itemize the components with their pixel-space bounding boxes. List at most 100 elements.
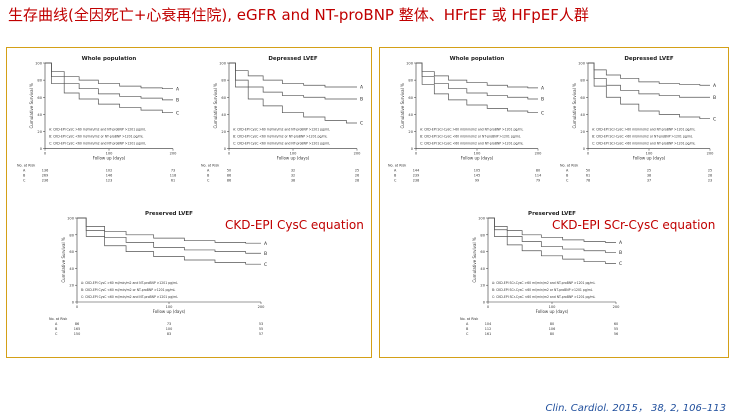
- scr-depressed-legend-entry: A: CKD-EPI SCr-CysC >60 ml/min/m2 and NT…: [592, 128, 695, 132]
- cysc-preserved-curve-B: [77, 217, 261, 254]
- scr-preserved-risk-row-label: C: [466, 332, 469, 336]
- scr-whole-risk-value: 145: [474, 174, 480, 178]
- cysc-preserved-risk-value: 53: [259, 322, 263, 326]
- cysc-preserved-y-tick-label: 20: [69, 284, 74, 288]
- scr-preserved-risk-value: 80: [550, 322, 554, 326]
- scr-whole-title: Whole population: [450, 56, 505, 62]
- scr-preserved-y-tick-label: 40: [480, 267, 485, 271]
- cysc-whole-risk-value: 269: [42, 174, 48, 178]
- scr-preserved-y-tick-label: 80: [480, 233, 485, 237]
- scr-depressed-risk-row-label: B: [566, 174, 569, 178]
- scr-preserved-legend-entry: C: CKD-EPI SCr-CysC <60 ml/min/m2 and NT…: [492, 295, 596, 299]
- scr-preserved-risk-value: 112: [485, 327, 491, 331]
- scr-depressed-risk-value: 25: [708, 169, 712, 173]
- scr-depressed-y-tick-label: 80: [580, 79, 585, 83]
- cysc-depressed-y-tick-label: 100: [219, 62, 227, 66]
- scr-preserved-legend-entry: A: CKD-EPI SCr-CysC >60 ml/min/m2 and NT…: [492, 281, 595, 285]
- cysc-preserved-risk-value: 73: [167, 322, 171, 326]
- cysc-whole-curve-B: [45, 62, 173, 101]
- scr-depressed-y-tick-label: 100: [578, 62, 586, 66]
- cysc-preserved-title: Preserved LVEF: [145, 211, 193, 217]
- cysc-preserved-ylabel: Cumulative Survival %: [61, 237, 66, 283]
- scr-preserved-curve-C: [488, 217, 616, 264]
- scr-preserved-xlabel: Follow up (days): [536, 309, 569, 314]
- cysc-preserved-y-tick-label: 80: [69, 233, 74, 237]
- scr-whole-y-tick-label: 0: [411, 147, 414, 151]
- cysc-depressed-x-tick-label: 200: [354, 152, 362, 156]
- scr-whole-risk-value: 114: [535, 174, 541, 178]
- scr-whole-curve-label-A: A: [541, 85, 545, 91]
- cysc-preserved-xlabel: Follow up (days): [153, 309, 186, 314]
- scr-whole-legend-entry: C: CKD-EPI SCr-CysC <60 ml/min/m2 and NT…: [420, 142, 524, 146]
- cysc-whole-y-tick-label: 40: [37, 113, 42, 117]
- scr-preserved-y-tick-label: 100: [478, 217, 486, 221]
- scr-depressed-risk-value: 50: [586, 169, 590, 173]
- cysc-whole-risk-header: No. at Risk: [17, 164, 35, 168]
- scr-whole-risk-value: 144: [413, 169, 419, 173]
- cysc-depressed-risk-row-label: A: [207, 169, 210, 173]
- scr-preserved-curve-label-C: C: [619, 261, 622, 267]
- scr-preserved-risk-value: 106: [549, 327, 555, 331]
- cysc-preserved-y-tick-label: 0: [72, 301, 75, 305]
- cysc-whole-risk-value: 146: [106, 174, 112, 178]
- scr-preserved-risk-value: 56: [614, 332, 618, 336]
- scr-preserved-risk-value: 80: [550, 332, 554, 336]
- citation: Clin. Cardiol. 2015， 38, 2, 106–113: [545, 403, 726, 414]
- cysc-depressed-ylabel: Cumulative Survival %: [213, 83, 218, 129]
- scr-whole-risk-row-label: B: [394, 174, 397, 178]
- cysc-preserved-x-tick-label: 100: [166, 305, 174, 309]
- scr-depressed-curve-label-C: C: [713, 116, 716, 122]
- cysc-whole-xlabel: Follow up (days): [93, 156, 126, 161]
- scr-preserved-curve-label-B: B: [619, 250, 622, 256]
- scr-cysc-panel: Whole population 100 80 60 40 20 0 0 100 200 Follo…: [379, 47, 729, 358]
- cysc-preserved-risk-value: 100: [166, 327, 172, 331]
- scr-whole-curve-A: [416, 62, 538, 89]
- cysc-panel: Whole population 100 80 60 40 20 0 0 100 200 Follo…: [6, 47, 372, 358]
- cysc-preserved-risk-value: 55: [259, 327, 263, 331]
- cysc-depressed-risk-value: 28: [355, 179, 359, 183]
- scr-whole-curve-label-C: C: [541, 110, 544, 116]
- cysc-whole-curve-A: [45, 62, 173, 90]
- cysc-whole-x-tick-label: 100: [106, 152, 114, 156]
- cysc-whole-x-tick-label: 200: [170, 152, 178, 156]
- cysc-preserved-risk-value: 165: [74, 327, 80, 331]
- cysc-preserved-curve-label-B: B: [264, 251, 267, 257]
- scr-whole-y-tick-label: 20: [408, 130, 413, 134]
- cysc-depressed-risk-value: 26: [355, 174, 359, 178]
- scr-depressed-x-tick-label: 200: [707, 152, 715, 156]
- cysc-whole-risk-value: 236: [42, 179, 48, 183]
- cysc-preserved-risk-value: 86: [75, 322, 79, 326]
- cysc-preserved-legend-entry: C: CKD-EPI CysC <60 ml/min/m2 and NT-pro…: [81, 295, 178, 299]
- cysc-depressed-y-tick-label: 80: [221, 79, 226, 83]
- scr-whole-xlabel: Follow up (days): [461, 156, 494, 161]
- cysc-preserved-curve-C: [77, 217, 261, 265]
- cysc-whole-curve-label-C: C: [176, 110, 179, 116]
- cysc-whole-risk-row-label: B: [23, 174, 26, 178]
- cysc-whole-risk-value: 73: [171, 169, 175, 173]
- scr-depressed-risk-header: No. at Risk: [560, 164, 578, 168]
- scr-whole-curve-C: [416, 62, 538, 114]
- scr-depressed-x-tick-label: 100: [646, 152, 654, 156]
- scr-depressed-risk-value: 38: [647, 174, 651, 178]
- scr-preserved-risk-value: 55: [614, 327, 618, 331]
- cysc-depressed-curve-label-B: B: [360, 97, 363, 103]
- scr-depressed-y-tick-label: 40: [580, 113, 585, 117]
- cysc-whole-y-tick-label: 80: [37, 79, 42, 83]
- cysc-depressed-legend-entry: A: CKD-EPI CysC >60 ml/min/m2 and NT-pro…: [233, 128, 330, 132]
- scr-depressed-xlabel: Follow up (days): [633, 156, 666, 161]
- cysc-whole-ylabel: Cumulative Survival %: [29, 83, 34, 129]
- scr-preserved-y-tick-label: 20: [480, 284, 485, 288]
- scr-depressed-legend-entry: C: CKD-EPI SCr-CysC <60 ml/min/m2 and NT…: [592, 142, 696, 146]
- cysc-preserved-risk-value: 57: [259, 332, 263, 336]
- cysc-whole-risk-row-label: A: [23, 169, 26, 173]
- cysc-preserved-y-tick-label: 60: [69, 250, 74, 254]
- scr-depressed-curve-label-A: A: [713, 83, 717, 89]
- scr-whole-y-tick-label: 60: [408, 96, 413, 100]
- cysc-preserved-risk-row-label: B: [55, 327, 58, 331]
- cysc-preserved-risk-value: 83: [167, 332, 171, 336]
